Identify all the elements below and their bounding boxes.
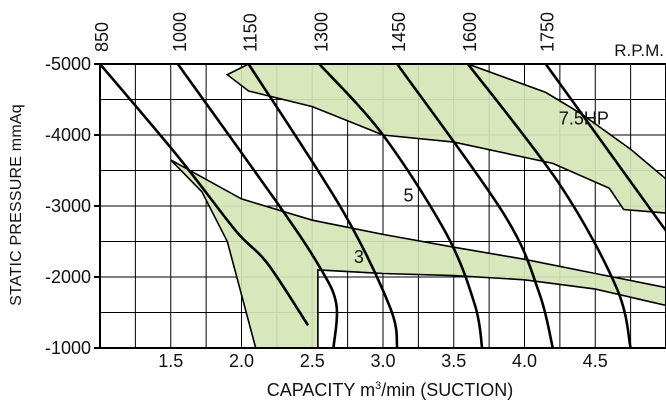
rpm-labels: 850 1000 1150 1300 1450 1600 1750 R.P.M. (92, 12, 664, 60)
rpm-curve-1000 (176, 64, 339, 348)
rpm-label-1600: 1600 (460, 12, 480, 52)
region-3 (170, 159, 666, 348)
annotations: 3 7.5HP 5 (354, 109, 609, 267)
x-tick-labels: 1.5 2.0 2.5 3.0 3.5 4.0 4.5 (158, 351, 608, 371)
rpm-label-1000: 1000 (170, 12, 190, 52)
rpm-label-1450: 1450 (389, 12, 409, 52)
y-axis-title-wrap: STATIC PRESSURE mmAq (0, 0, 30, 412)
x-axis-title-text: CAPACITY m (266, 380, 376, 400)
x-tick-label: 3.5 (441, 351, 466, 371)
annotation-label: 5 (403, 185, 413, 205)
rpm-curves (100, 64, 666, 348)
rpm-label-1750: 1750 (538, 12, 558, 52)
rpm-curve-1450 (396, 64, 555, 348)
region-7.5HP (225, 64, 666, 214)
rpm-curve-850 (100, 64, 310, 327)
region-label-3: 3 (354, 247, 364, 267)
x-tick-label: 3.0 (370, 351, 395, 371)
y-tick-label: -1000 (45, 338, 91, 358)
x-axis-title-text-end: /min (SUCTION) (381, 380, 514, 400)
horsepower-regions (170, 64, 666, 348)
x-tick-label: 2.0 (229, 351, 254, 371)
rpm-curve-1300 (318, 64, 484, 348)
x-axis-title-superscript: 3 (375, 380, 382, 392)
y-axis-title: STATIC PRESSURE mmAq (8, 104, 25, 306)
rpm-curve-1750 (544, 64, 666, 232)
y-tick-labels: -5000 -4000 -3000 -2000 -1000 (45, 54, 100, 358)
y-tick-label: -4000 (45, 125, 91, 145)
x-tick-label: 4.0 (512, 351, 537, 371)
x-tick-label: 4.5 (583, 351, 608, 371)
y-tick-label: -3000 (45, 196, 91, 216)
x-tick-label: 1.5 (158, 351, 183, 371)
rpm-label-1300: 1300 (311, 12, 331, 52)
y-tick-label: -2000 (45, 267, 91, 287)
rpm-curve-1600 (466, 64, 632, 348)
x-tick-label: 2.5 (300, 351, 325, 371)
rpm-label-850: 850 (92, 22, 112, 52)
rpm-curve-1150 (247, 64, 399, 348)
x-axis-title: CAPACITY m3/min (SUCTION) (200, 380, 580, 401)
y-tick-label: -5000 (45, 54, 91, 74)
region-label-7.5HP: 7.5HP (559, 109, 609, 129)
rpm-unit-label: R.P.M. (614, 41, 664, 60)
rpm-label-1150: 1150 (241, 13, 261, 52)
